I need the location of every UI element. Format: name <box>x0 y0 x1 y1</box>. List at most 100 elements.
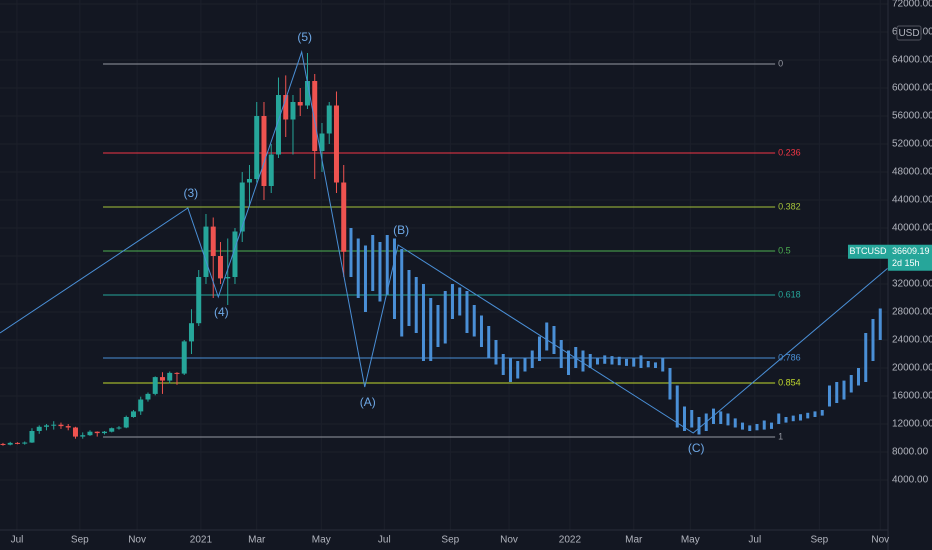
projection-bar <box>494 339 498 365</box>
countdown: 2d 15h <box>892 258 920 268</box>
projection-bar <box>356 238 360 298</box>
candle-body <box>0 443 6 445</box>
x-tick-label: May <box>681 535 700 546</box>
projection-bar <box>791 415 795 422</box>
projection-bar <box>748 425 752 431</box>
y-tick-label: 52000.00 <box>892 139 932 150</box>
symbol-label: BTCUSD <box>849 246 887 256</box>
projection-bar <box>472 304 476 337</box>
candle-body <box>326 105 332 134</box>
projection-bar <box>769 422 773 429</box>
projection-bar <box>871 318 875 361</box>
wave-label: (3) <box>184 186 199 200</box>
projection-bar <box>588 353 592 368</box>
fib-label: 1 <box>778 431 783 441</box>
projection-bar <box>668 367 672 400</box>
fib-label: 0.236 <box>778 147 801 157</box>
projection-bar <box>566 350 570 375</box>
projection-bar <box>798 414 802 421</box>
projection-bar <box>624 358 628 366</box>
projection-bar <box>719 411 723 424</box>
currency-box[interactable] <box>896 25 922 41</box>
x-tick-label: Mar <box>248 535 266 546</box>
candle-body <box>80 435 86 437</box>
wave-label: (B) <box>393 223 409 237</box>
projection-bar <box>595 357 599 365</box>
projection-bar <box>349 227 353 277</box>
candle-body <box>123 416 129 428</box>
candle-body <box>196 276 202 324</box>
projection-bar <box>508 357 512 382</box>
candle-body <box>261 115 267 186</box>
projection-bar <box>617 356 621 366</box>
projection-bar <box>733 418 737 428</box>
y-tick-label: 56000.00 <box>892 111 932 122</box>
projection-bar <box>465 290 469 333</box>
wave-label: (5) <box>297 30 312 44</box>
x-tick-label: Mar <box>625 535 643 546</box>
projection-bar <box>516 360 520 379</box>
candle-body <box>341 182 347 252</box>
projection-bar <box>458 287 462 316</box>
projection-bar <box>849 374 853 393</box>
x-tick-label: Jul <box>11 535 24 546</box>
fib-label: 0.618 <box>778 289 801 299</box>
candle-body <box>239 182 245 232</box>
candle-body <box>304 80 310 106</box>
candle-body <box>290 101 296 120</box>
projection-bar <box>864 332 868 382</box>
y-tick-label: 12000.00 <box>892 419 932 430</box>
projection-bar <box>842 380 846 400</box>
candle-body <box>203 226 209 277</box>
candle-body <box>65 426 71 428</box>
projection-bar <box>610 356 614 365</box>
projection-bar <box>545 322 549 351</box>
projection-bar <box>697 416 701 435</box>
y-tick-label: 20000.00 <box>892 363 932 374</box>
candle-body <box>36 426 42 431</box>
candle-body <box>159 377 165 381</box>
candle-body <box>116 427 122 429</box>
candle-body <box>130 411 136 417</box>
last-price: 36609.19 <box>892 246 930 256</box>
grid <box>0 0 888 530</box>
projection-bar <box>385 234 389 295</box>
wave-label: (4) <box>214 305 229 319</box>
candle-body <box>188 323 194 342</box>
candle-body <box>217 255 223 279</box>
x-tick-label: Jul <box>748 535 761 546</box>
projection-bar <box>806 412 810 419</box>
projection-bar <box>436 304 440 347</box>
projection-bar <box>827 385 831 407</box>
candle-body <box>232 231 238 277</box>
projection-bar <box>530 350 534 368</box>
wave-label: (A) <box>360 395 376 409</box>
y-tick-label: 64000.00 <box>892 55 932 66</box>
projection-bar <box>784 416 788 423</box>
plot-area: 0 0.236 0.382 0.5 0.618 0.786 0.854 1 (3) (4) (5) (… <box>0 30 889 455</box>
candle-body <box>72 427 78 437</box>
projection-bar <box>414 276 418 333</box>
projection-bar <box>363 245 367 312</box>
y-tick-label: 4000.00 <box>892 475 929 486</box>
candle-body <box>312 80 318 151</box>
y-tick-label: 44000.00 <box>892 195 932 206</box>
projection-bar <box>443 290 447 344</box>
candle-body <box>181 341 187 374</box>
candle-body <box>246 178 252 183</box>
projection-bar <box>632 357 636 367</box>
projection-bar <box>487 325 491 358</box>
candle-body <box>254 115 260 179</box>
candle-body <box>174 372 180 374</box>
candle-body <box>319 133 325 151</box>
axes: 4000.00 8000.00 12000.00 16000.00 20000.00 24… <box>11 0 932 546</box>
y-tick-label: 72000.00 <box>892 0 932 10</box>
candle-body <box>7 442 13 445</box>
projection-bar <box>421 283 425 361</box>
candle-body <box>51 424 57 426</box>
x-tick-label: Sep <box>71 535 89 546</box>
y-tick-label: 32000.00 <box>892 279 932 290</box>
candle-body <box>283 94 289 120</box>
